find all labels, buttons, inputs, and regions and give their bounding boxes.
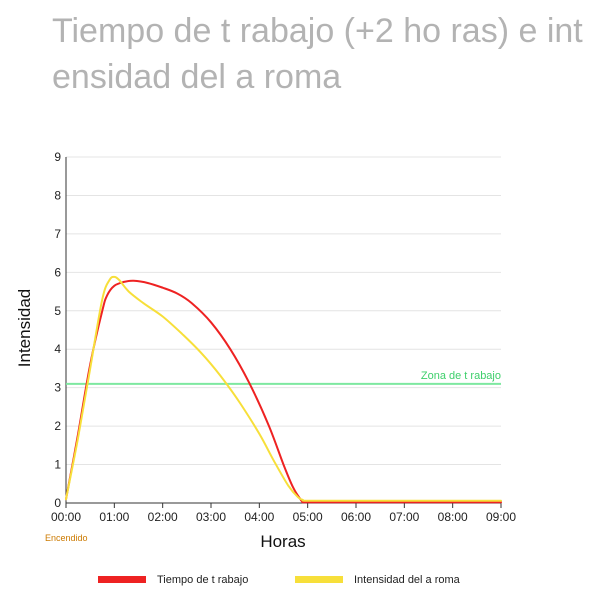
x-tick-label: 01:00 [99, 510, 129, 524]
legend-swatch-1 [98, 576, 146, 583]
y-tick-label: 4 [54, 342, 61, 356]
x-tick-label: 04:00 [244, 510, 274, 524]
series-line-2 [65, 275, 502, 502]
series-line-1 [65, 279, 502, 504]
working-zone-line: Zona de t rabajo [66, 370, 501, 385]
y-tick-label: 3 [54, 381, 61, 395]
annotation-encendido: Encendido [45, 533, 88, 543]
y-tick-label: 7 [54, 227, 61, 241]
x-tick-label: 06:00 [341, 510, 371, 524]
legend-swatch-2 [295, 576, 343, 583]
y-tick-label: 1 [54, 458, 61, 472]
y-tick-label: 2 [54, 419, 61, 433]
y-tick-label: 8 [54, 188, 61, 202]
series-lines [65, 275, 502, 504]
y-tick-label: 5 [54, 304, 61, 318]
working-zone-label: Zona de t rabajo [421, 370, 501, 382]
legend-label-2: Intensidad del a roma [354, 574, 461, 586]
grid-lines [65, 156, 501, 504]
y-axis-ticks: 0 1 2 3 4 5 6 7 8 9 [54, 150, 61, 510]
y-axis-title: Intensidad [15, 289, 34, 367]
x-tick-label: 03:00 [196, 510, 226, 524]
legend: Tiempo de t rabajo Intensidad del a roma [98, 574, 461, 586]
x-axis-ticks: 00:00 01:00 02:00 03:00 04:00 05:00 06:00 07:00… [51, 503, 516, 524]
chart-title: Tiempo de t rabajo (+2 ho ras) e int ens… [52, 12, 583, 96]
x-tick-label: 09:00 [486, 510, 516, 524]
legend-label-1: Tiempo de t rabajo [157, 574, 248, 586]
x-axis-title: Horas [260, 532, 305, 551]
x-tick-label: 07:00 [389, 510, 419, 524]
x-tick-label: 02:00 [148, 510, 178, 524]
x-tick-label: 00:00 [51, 510, 81, 524]
y-tick-label: 9 [54, 150, 61, 164]
y-tick-label: 6 [54, 265, 61, 279]
y-tick-label: 0 [54, 496, 61, 510]
x-tick-label: 05:00 [293, 510, 323, 524]
x-tick-label: 08:00 [438, 510, 468, 524]
